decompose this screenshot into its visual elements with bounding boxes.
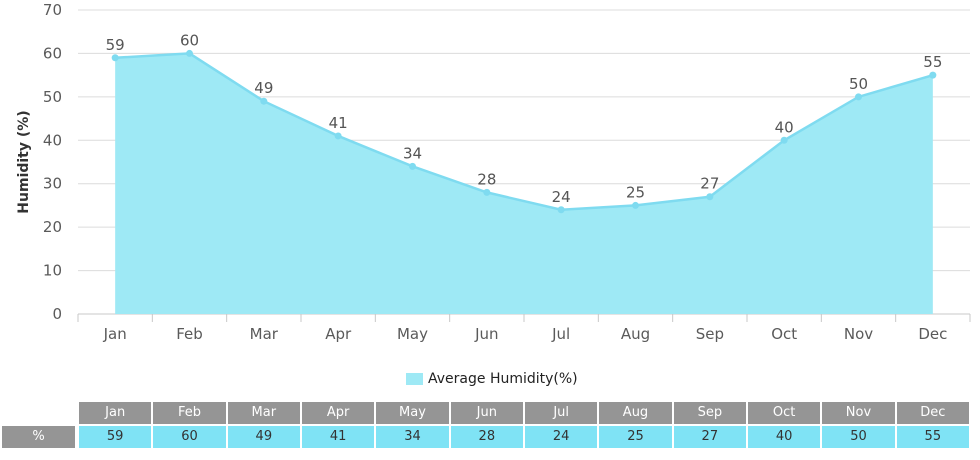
data-label: 27 xyxy=(700,175,719,193)
data-point[interactable] xyxy=(483,188,491,196)
data-points xyxy=(111,49,937,214)
data-label: 28 xyxy=(477,170,496,188)
legend[interactable]: Average Humidity(%) xyxy=(406,369,578,389)
x-tick-label: May xyxy=(397,325,428,343)
table-header-cell: May xyxy=(376,402,449,424)
y-axis-label: Humidity (%) xyxy=(16,110,32,213)
data-point[interactable] xyxy=(632,201,639,209)
x-tick-label: Jun xyxy=(474,325,498,343)
table-value-cell: 24 xyxy=(525,426,598,448)
x-tick-label: Feb xyxy=(176,325,203,343)
legend-swatch xyxy=(406,373,423,385)
x-tick-label: Oct xyxy=(771,325,797,343)
x-tick-label: Sep xyxy=(696,325,724,343)
x-tick-label: Jan xyxy=(103,325,127,343)
data-label: 40 xyxy=(775,118,794,136)
x-tick-label: Jul xyxy=(551,325,570,343)
table-header-cell: Feb xyxy=(153,402,226,424)
data-point[interactable] xyxy=(186,49,193,57)
table-value-cell: 41 xyxy=(302,426,375,448)
data-label: 49 xyxy=(254,79,273,97)
y-axis-ticks: 0 10 20 30 40 50 60 70 xyxy=(43,1,62,323)
y-tick-label: 30 xyxy=(43,175,62,193)
x-tick-label: Apr xyxy=(325,325,352,343)
area-fill xyxy=(115,53,933,315)
table-header-cell: Mar xyxy=(227,402,300,424)
data-point[interactable] xyxy=(409,162,416,170)
x-tick-label: Nov xyxy=(844,325,873,343)
data-label: 55 xyxy=(923,53,942,71)
x-tick-label: Mar xyxy=(250,325,279,343)
table-value-cell: 49 xyxy=(227,426,300,448)
table-value-cell: 40 xyxy=(748,426,821,448)
table-header-cell: Jul xyxy=(525,402,598,424)
data-label: 50 xyxy=(849,75,868,93)
data-label: 25 xyxy=(626,183,645,201)
data-point[interactable] xyxy=(260,97,268,105)
legend-label: Average Humidity(%) xyxy=(428,371,578,387)
y-tick-label: 40 xyxy=(43,131,62,149)
data-point[interactable] xyxy=(929,71,937,79)
table-header-cell: Jan xyxy=(79,402,152,424)
data-point[interactable] xyxy=(111,54,119,62)
data-point[interactable] xyxy=(855,93,862,101)
data-point[interactable] xyxy=(557,206,565,214)
data-labels: 59 60 49 41 34 28 24 25 27 40 50 55 xyxy=(106,31,943,205)
y-tick-label: 10 xyxy=(43,262,62,280)
y-tick-label: 0 xyxy=(52,305,62,323)
table-header-cell: Dec xyxy=(896,402,969,424)
data-label: 59 xyxy=(106,36,125,54)
table-value-cell: 59 xyxy=(79,426,152,448)
series-line xyxy=(115,52,934,212)
data-point[interactable] xyxy=(334,132,342,140)
x-tick-label: Aug xyxy=(621,325,650,343)
table-value-cell: 60 xyxy=(153,426,226,448)
x-tick-label: Dec xyxy=(918,325,947,343)
data-point[interactable] xyxy=(706,193,714,201)
x-axis-ticks: Jan Feb Mar Apr May Jun Jul Aug Sep Oct Nov Dec xyxy=(103,325,948,343)
area-chart: 0 10 20 30 40 50 60 70 59 60 49 41 34 28 24 25 27 40 50 55… xyxy=(16,1,971,343)
table-row-label: % xyxy=(2,426,75,448)
table-value-cell: 25 xyxy=(599,426,672,448)
table-value-cell: 28 xyxy=(450,426,523,448)
table-value-cell: 34 xyxy=(376,426,449,448)
data-point[interactable] xyxy=(780,136,788,144)
table-header-cell: Oct xyxy=(748,402,821,424)
data-label: 41 xyxy=(329,114,348,132)
table-value-cell: 50 xyxy=(822,426,895,448)
y-tick-label: 50 xyxy=(43,88,62,106)
data-label: 60 xyxy=(180,31,199,49)
table-value-cell: 55 xyxy=(896,426,969,448)
table-header-cell: Nov xyxy=(822,402,895,424)
y-tick-label: 20 xyxy=(43,218,62,236)
data-label: 24 xyxy=(552,188,571,206)
table-header-cell: Aug xyxy=(599,402,672,424)
y-tick-label: 60 xyxy=(43,44,62,62)
table-header-cell: Sep xyxy=(673,402,746,424)
table-value-cell: 27 xyxy=(673,426,746,448)
y-tick-label: 70 xyxy=(43,1,62,19)
data-label: 34 xyxy=(403,144,422,162)
table-header-cell: Apr xyxy=(302,402,375,424)
table-header-cell: Jun xyxy=(450,402,523,424)
